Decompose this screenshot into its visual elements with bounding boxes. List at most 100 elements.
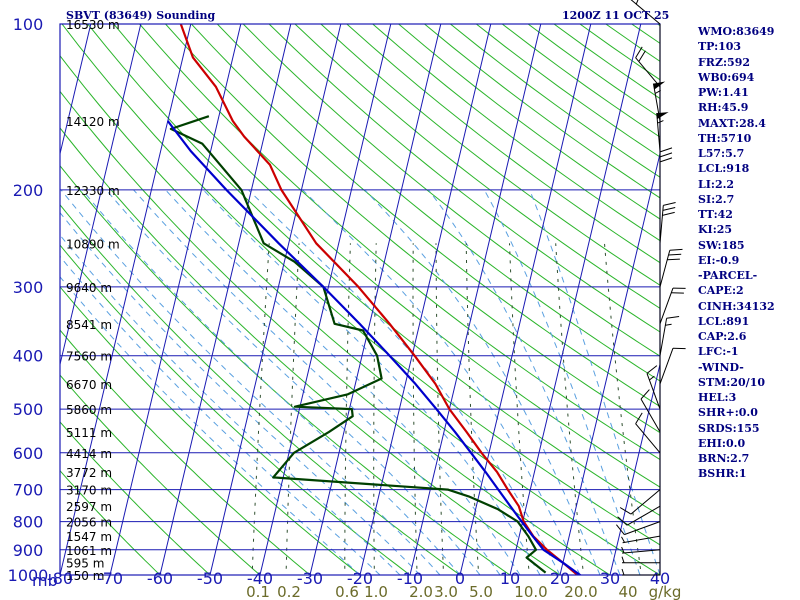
height-label: 150 m bbox=[66, 569, 104, 583]
isotherm-line bbox=[359, 24, 492, 575]
index-item: SW:185 bbox=[698, 238, 745, 252]
wind-barb bbox=[659, 147, 673, 190]
moist-adiabat-line bbox=[165, 189, 521, 575]
wind-barb-full bbox=[669, 248, 683, 251]
wind-barb-full bbox=[640, 389, 650, 400]
height-label: 7560 m bbox=[66, 350, 112, 364]
isotherm-line bbox=[60, 24, 192, 575]
dry-adiabat-line bbox=[60, 329, 311, 575]
height-label: 3170 m bbox=[66, 484, 112, 498]
index-item: MAXT:28.4 bbox=[698, 116, 766, 130]
wind-barb-staff bbox=[659, 318, 668, 356]
wind-barb-full bbox=[662, 207, 676, 211]
pressure-tick-label: 500 bbox=[13, 400, 44, 419]
index-item: SI:2.7 bbox=[698, 192, 735, 206]
height-label: 1061 m bbox=[66, 544, 112, 558]
dry-adiabat-line bbox=[60, 421, 211, 575]
index-item: WMO:83649 bbox=[698, 25, 775, 38]
wind-barb-full bbox=[646, 365, 658, 374]
mixing-ratio-label: 5.0 bbox=[469, 583, 493, 600]
temperature-tick-label: -60 bbox=[147, 569, 173, 588]
wind-barb-full bbox=[619, 507, 632, 515]
dry-adiabat-line bbox=[61, 24, 660, 546]
mixing-ratio-label: 2.0 bbox=[409, 583, 433, 600]
isotherm-line bbox=[459, 24, 592, 575]
wind-barb-staff bbox=[659, 205, 664, 244]
wind-barb-full bbox=[617, 516, 628, 526]
isotherm-line bbox=[60, 24, 92, 156]
wind-barb-half bbox=[621, 546, 625, 554]
dry-adiabat-line bbox=[165, 24, 660, 434]
height-label: 2597 m bbox=[66, 500, 112, 514]
temperature-tick-label: 10 bbox=[500, 569, 520, 588]
isotherm-line bbox=[309, 24, 442, 575]
wind-barbs bbox=[616, 0, 686, 576]
index-item: TH:5710 bbox=[698, 131, 752, 145]
dry-adiabat-line bbox=[216, 24, 660, 382]
wind-barb bbox=[619, 489, 661, 515]
mixing-ratio-line bbox=[555, 243, 585, 575]
index-item: TP:103 bbox=[698, 40, 742, 54]
mixing-ratio-line bbox=[604, 243, 642, 575]
mixing-ratio-lines bbox=[251, 243, 642, 575]
wind-barb bbox=[656, 112, 669, 152]
wind-barb-staff bbox=[656, 113, 661, 152]
wind-barb-staff bbox=[659, 250, 671, 288]
mixing-ratio-label: 0.1 bbox=[246, 583, 270, 600]
moist-adiabat-line bbox=[428, 189, 621, 575]
isotherm-line bbox=[259, 24, 392, 575]
dry-adiabat-line bbox=[294, 24, 660, 309]
pressure-tick-label: 600 bbox=[13, 444, 44, 463]
mixing-ratio-label: 3.0 bbox=[434, 583, 458, 600]
dry-adiabat-line bbox=[60, 165, 511, 575]
wind-barb-full bbox=[662, 211, 675, 216]
height-label: 12330 m bbox=[66, 184, 120, 198]
index-item: WB0:694 bbox=[698, 70, 755, 84]
temperature-tick-label: -40 bbox=[247, 569, 273, 588]
temperature-profile bbox=[179, 24, 583, 575]
isotherm-line bbox=[159, 24, 292, 575]
mixing-ratio-line bbox=[412, 243, 418, 575]
wind-barb-half bbox=[654, 89, 661, 94]
index-item: KI:25 bbox=[698, 223, 733, 237]
indices-panel: WMO:83649 TP:103 FRZ:592 WB0:694 PW:1.41 RH:4… bbox=[698, 24, 775, 482]
dry-adiabat-line bbox=[268, 24, 660, 333]
index-item: PW:1.41 bbox=[698, 86, 749, 99]
dry-adiabat-line bbox=[191, 24, 660, 408]
wind-barb-staff bbox=[659, 348, 674, 385]
profiles bbox=[166, 24, 583, 575]
wind-barb-full bbox=[635, 46, 643, 58]
wind-barb-staff bbox=[622, 549, 661, 554]
moist-adiabat-line bbox=[133, 189, 501, 575]
isotherms bbox=[60, 24, 660, 575]
dewpoint-profile bbox=[169, 115, 547, 574]
index-item: TT:42 bbox=[698, 208, 733, 221]
wind-barb-staff bbox=[624, 521, 661, 536]
dry-adiabat-line bbox=[320, 24, 660, 286]
moist-adiabat-line bbox=[529, 189, 660, 575]
index-item: FRZ:592 bbox=[698, 55, 751, 69]
plot-area bbox=[60, 24, 660, 575]
index-item: SRDS:155 bbox=[698, 421, 760, 435]
wind-barb bbox=[621, 568, 660, 576]
wind-barb-half bbox=[657, 120, 664, 124]
wind-barb-staff bbox=[630, 0, 661, 25]
isotherm-line bbox=[409, 24, 542, 575]
wind-barb-staff bbox=[626, 505, 661, 526]
dry-adiabat-line bbox=[60, 374, 261, 575]
wind-barb bbox=[621, 546, 661, 554]
index-item: LCL:918 bbox=[698, 162, 750, 176]
dry-adiabat-line bbox=[60, 469, 161, 575]
isotherm-line bbox=[609, 362, 660, 575]
wind-barb-full bbox=[616, 524, 625, 535]
mixing-ratio-label: 40 bbox=[618, 583, 637, 600]
height-label: 5860 m bbox=[66, 403, 112, 417]
height-label: 16530 m bbox=[66, 18, 120, 32]
height-label: 1547 m bbox=[66, 530, 112, 544]
dry-adiabat-line bbox=[60, 244, 411, 575]
index-item: RH:45.9 bbox=[698, 101, 749, 115]
wind-barb-staff bbox=[659, 287, 674, 324]
wind-barb-full bbox=[668, 253, 682, 256]
wind-barb bbox=[659, 287, 686, 324]
